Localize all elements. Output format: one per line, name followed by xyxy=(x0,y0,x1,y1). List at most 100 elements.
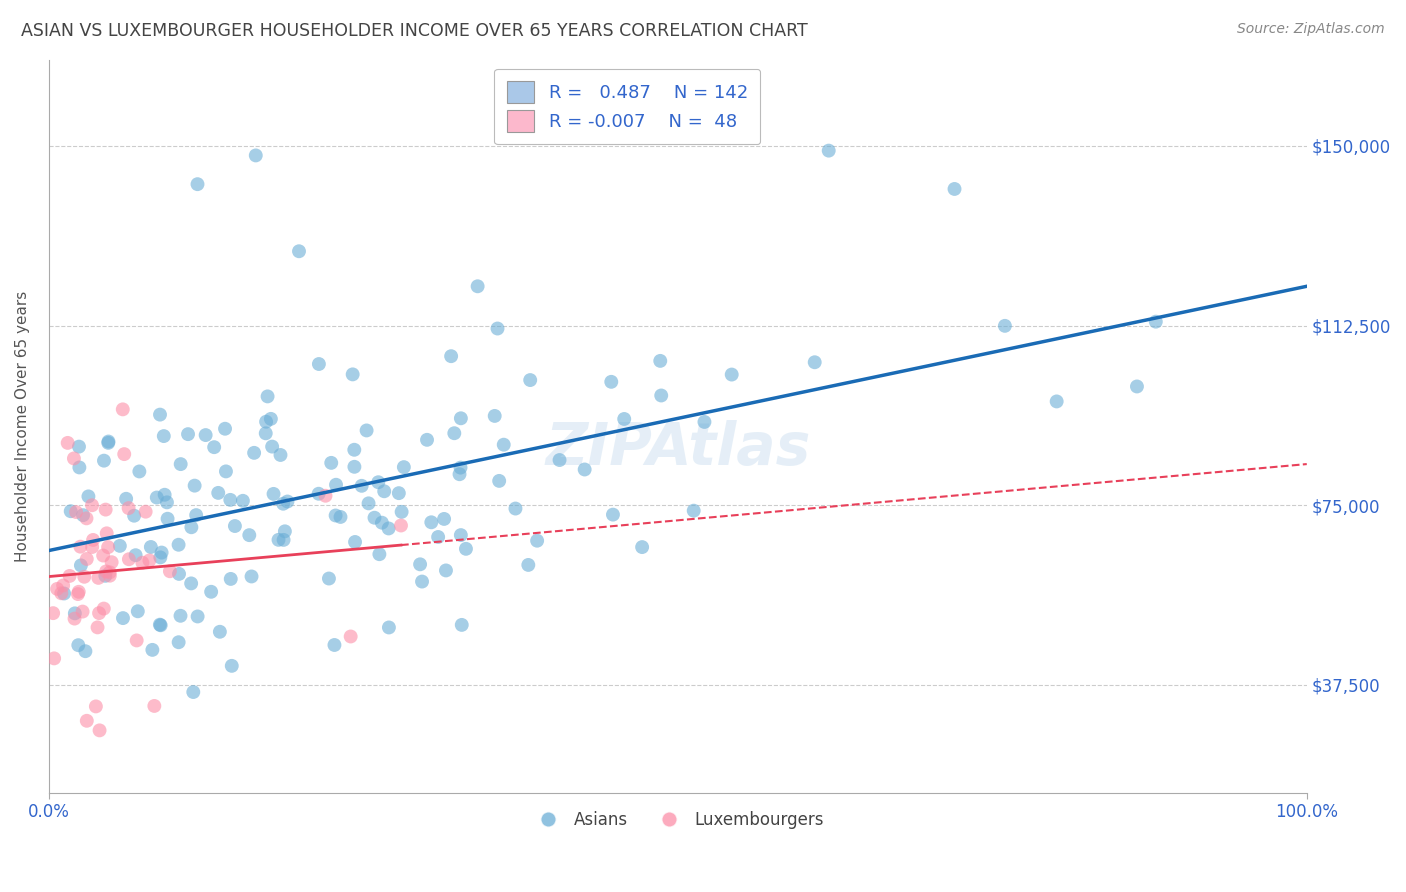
Point xyxy=(156,495,179,509)
Point xyxy=(67,460,90,475)
Point xyxy=(87,606,110,620)
Point xyxy=(600,375,623,389)
Point xyxy=(207,486,229,500)
Point xyxy=(505,501,527,516)
Point xyxy=(112,447,135,461)
Text: ASIAN VS LUXEMBOURGER HOUSEHOLDER INCOME OVER 65 YEARS CORRELATION CHART: ASIAN VS LUXEMBOURGER HOUSEHOLDER INCOME… xyxy=(21,22,808,40)
Point xyxy=(388,486,411,500)
Point xyxy=(262,440,284,454)
Point xyxy=(420,516,443,530)
Point xyxy=(63,611,86,625)
Text: Source: ZipAtlas.com: Source: ZipAtlas.com xyxy=(1237,22,1385,37)
Point xyxy=(159,564,181,578)
Point xyxy=(84,699,107,714)
Point xyxy=(321,456,343,470)
Point xyxy=(65,505,87,519)
Point xyxy=(72,605,94,619)
Point xyxy=(363,510,385,524)
Point xyxy=(329,510,352,524)
Point xyxy=(288,244,311,259)
Point xyxy=(180,576,202,591)
Point xyxy=(167,538,190,552)
Legend: Asians, Luxembourgers: Asians, Luxembourgers xyxy=(524,805,831,836)
Point xyxy=(256,389,278,403)
Point xyxy=(138,553,160,567)
Point xyxy=(59,504,82,518)
Point xyxy=(127,604,149,618)
Point xyxy=(46,582,69,596)
Point xyxy=(181,685,204,699)
Point xyxy=(59,569,82,583)
Point xyxy=(152,429,174,443)
Point xyxy=(260,412,283,426)
Point xyxy=(273,533,295,547)
Point xyxy=(141,643,163,657)
Point xyxy=(187,609,209,624)
Point xyxy=(80,498,103,512)
Point xyxy=(308,357,330,371)
Point xyxy=(342,368,364,382)
Point xyxy=(548,453,571,467)
Point xyxy=(994,318,1017,333)
Point xyxy=(98,566,121,580)
Point xyxy=(149,550,172,565)
Point xyxy=(183,478,205,492)
Point xyxy=(76,511,98,525)
Point xyxy=(373,484,395,499)
Point xyxy=(93,453,115,467)
Point xyxy=(492,438,515,452)
Point xyxy=(215,464,238,478)
Text: ZIPAtlas: ZIPAtlas xyxy=(546,419,810,476)
Point xyxy=(357,496,380,510)
Point xyxy=(89,723,111,738)
Point xyxy=(368,547,391,561)
Point xyxy=(93,601,115,615)
Point xyxy=(118,552,141,566)
Point xyxy=(389,518,412,533)
Point xyxy=(67,584,90,599)
Point xyxy=(486,321,509,335)
Point xyxy=(87,571,110,585)
Point xyxy=(343,442,366,457)
Point xyxy=(208,624,231,639)
Point xyxy=(115,491,138,506)
Point xyxy=(693,415,716,429)
Point xyxy=(131,556,153,570)
Point xyxy=(274,524,297,539)
Point xyxy=(682,504,704,518)
Point xyxy=(125,633,148,648)
Point xyxy=(350,479,373,493)
Point xyxy=(214,422,236,436)
Point xyxy=(100,555,122,569)
Point xyxy=(232,493,254,508)
Point xyxy=(315,489,337,503)
Point xyxy=(526,533,548,548)
Point xyxy=(180,520,202,534)
Point xyxy=(450,618,472,632)
Point xyxy=(323,638,346,652)
Point xyxy=(343,459,366,474)
Point xyxy=(98,568,121,582)
Point xyxy=(177,427,200,442)
Point xyxy=(450,411,472,425)
Point xyxy=(378,620,401,634)
Y-axis label: Householder Income Over 65 years: Householder Income Over 65 years xyxy=(15,291,30,562)
Point xyxy=(467,279,489,293)
Point xyxy=(108,539,131,553)
Point xyxy=(149,408,172,422)
Point xyxy=(153,488,176,502)
Point xyxy=(254,415,277,429)
Point xyxy=(76,552,98,566)
Point xyxy=(97,435,120,450)
Point xyxy=(70,558,93,573)
Point xyxy=(94,569,117,583)
Point xyxy=(488,474,510,488)
Point xyxy=(67,440,90,454)
Point xyxy=(94,565,117,579)
Point xyxy=(202,440,225,454)
Point xyxy=(150,545,173,559)
Point xyxy=(82,533,104,547)
Point xyxy=(77,489,100,503)
Point xyxy=(943,182,966,196)
Point xyxy=(111,611,134,625)
